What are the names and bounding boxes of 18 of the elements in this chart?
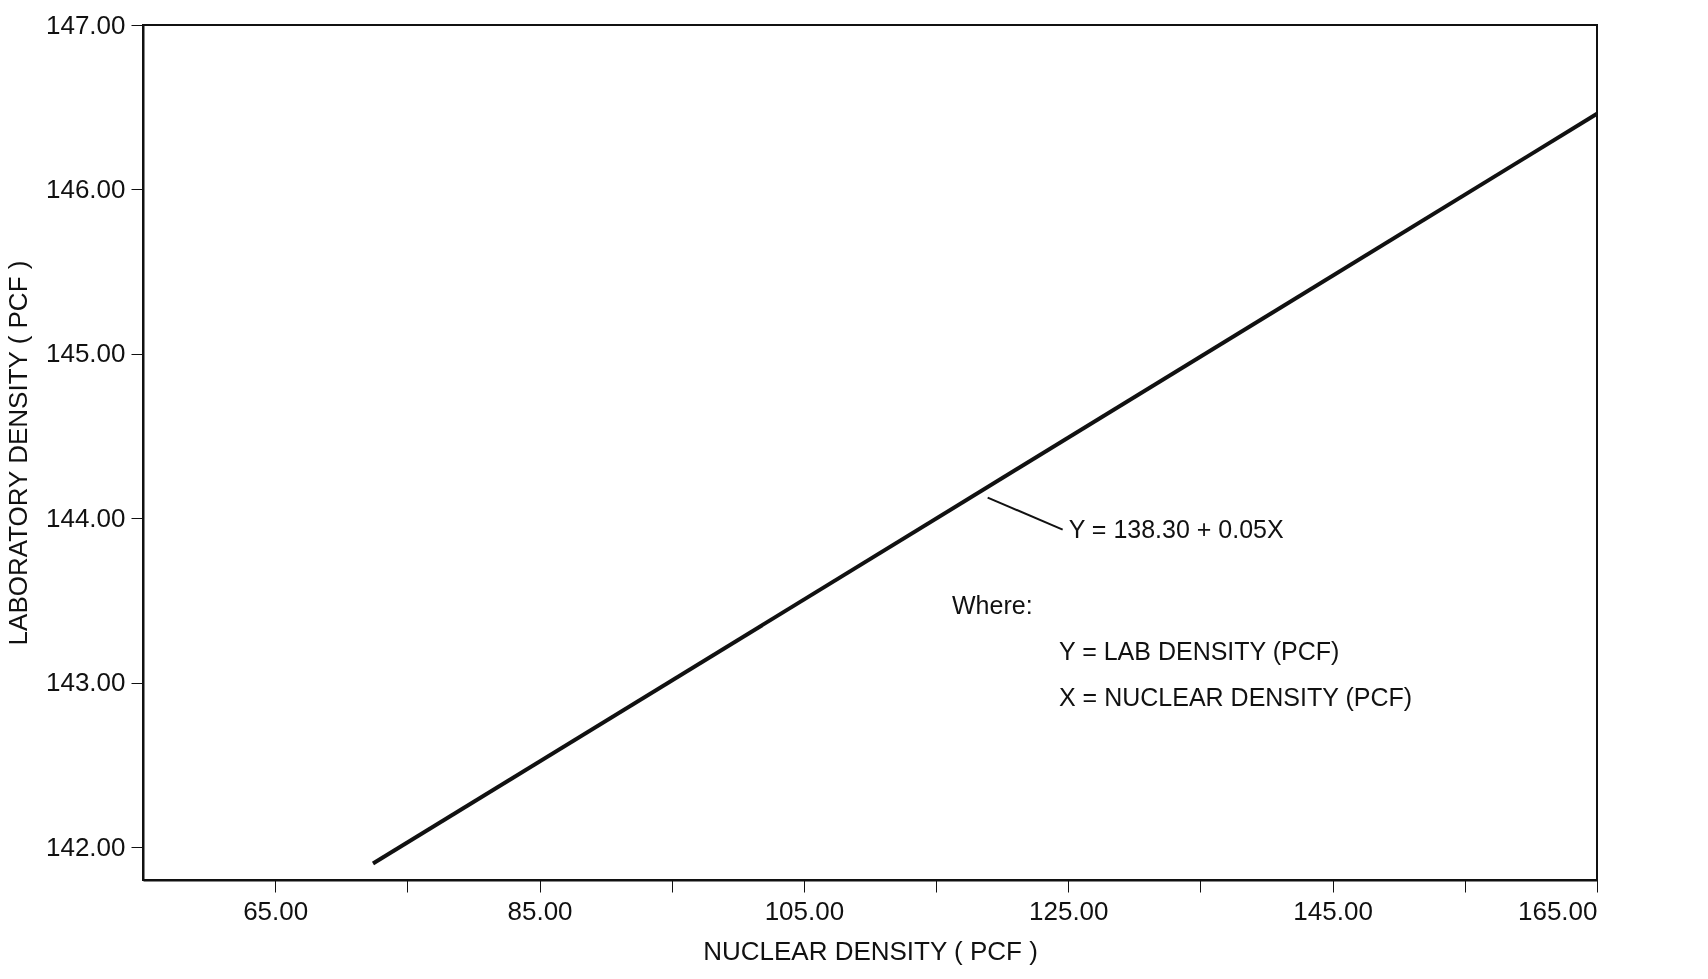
x-tick-label: 145.00 (1293, 895, 1373, 926)
annotation: Where: (952, 591, 1033, 619)
x-tick-label: 85.00 (507, 895, 573, 926)
y-tick-label: 146.00 (45, 173, 126, 204)
x-tick-label: 65.00 (243, 895, 309, 926)
y-tick-label: 144.00 (45, 502, 126, 533)
x-tick-label: 125.00 (1029, 895, 1109, 926)
x-tick-label: 165.00 (1517, 895, 1598, 926)
y-axis-title: LABORATORY DENSITY ( PCF ) (2, 260, 33, 646)
annotation: Y = 138.30 + 0.05X (1068, 514, 1284, 543)
y-tick-label: 145.00 (45, 338, 126, 369)
y-tick-label: 143.00 (45, 667, 126, 698)
x-axis-title: NUCLEAR DENSITY ( PCF ) (703, 935, 1038, 966)
y-tick-label: 147.00 (45, 9, 126, 40)
y-tick-label: 142.00 (45, 831, 126, 862)
annotation: X = NUCLEAR DENSITY (PCF) (1059, 683, 1413, 711)
x-tick-label: 105.00 (764, 895, 845, 926)
annotation: Y = LAB DENSITY (PCF) (1059, 637, 1340, 665)
